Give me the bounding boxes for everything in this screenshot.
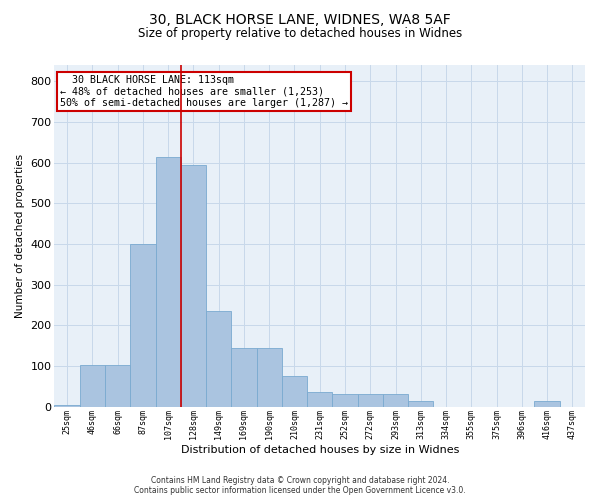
Bar (55, 404, 80, 406)
Bar (282, 376, 307, 406)
Bar (535, 400, 560, 406)
Bar (155, 156, 181, 406)
Bar (408, 400, 433, 406)
Bar (332, 394, 358, 406)
Bar (181, 164, 206, 406)
X-axis label: Distribution of detached houses by size in Widnes: Distribution of detached houses by size … (181, 445, 459, 455)
Bar (307, 392, 332, 406)
Y-axis label: Number of detached properties: Number of detached properties (15, 154, 25, 318)
Bar (105, 365, 130, 406)
Bar (232, 348, 257, 406)
Text: Size of property relative to detached houses in Widnes: Size of property relative to detached ho… (138, 28, 462, 40)
Bar (358, 394, 383, 406)
Text: 30, BLACK HORSE LANE, WIDNES, WA8 5AF: 30, BLACK HORSE LANE, WIDNES, WA8 5AF (149, 12, 451, 26)
Bar (130, 244, 155, 406)
Bar (257, 348, 282, 406)
Text: Contains HM Land Registry data © Crown copyright and database right 2024.
Contai: Contains HM Land Registry data © Crown c… (134, 476, 466, 495)
Bar (206, 311, 232, 406)
Bar (80, 365, 105, 406)
Bar (383, 394, 408, 406)
Text: 30 BLACK HORSE LANE: 113sqm
← 48% of detached houses are smaller (1,253)
50% of : 30 BLACK HORSE LANE: 113sqm ← 48% of det… (60, 75, 348, 108)
